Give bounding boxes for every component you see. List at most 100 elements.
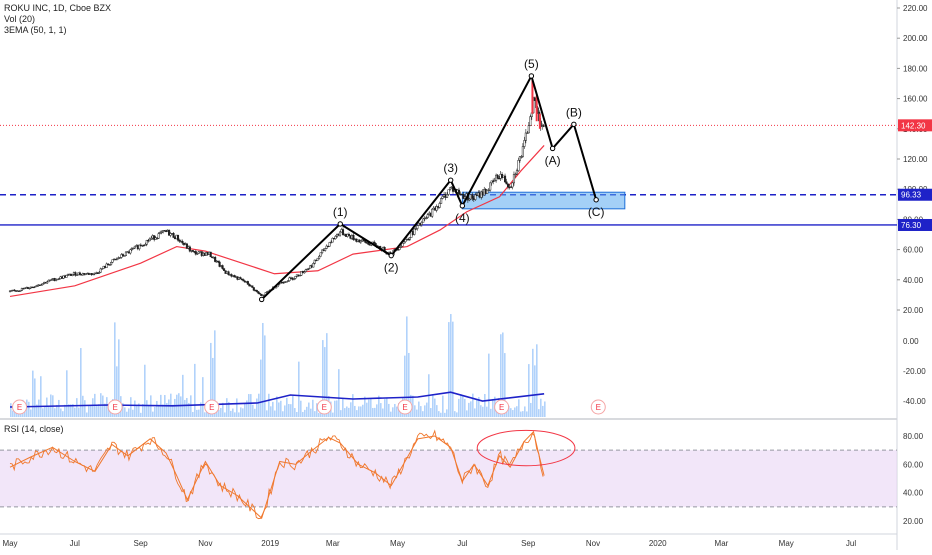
volume-bar xyxy=(220,407,222,417)
time-axis-label: 2020 xyxy=(649,539,667,548)
earnings-marker[interactable] xyxy=(12,399,28,415)
candle-body xyxy=(172,233,175,238)
volume-bar xyxy=(336,400,338,417)
earnings-marker[interactable] xyxy=(316,399,332,415)
candle-body xyxy=(398,247,401,250)
volume-bar xyxy=(294,408,296,417)
volume-bar xyxy=(528,364,530,417)
volume-bar xyxy=(512,410,514,417)
volume-bar xyxy=(500,334,502,417)
candle-body-red xyxy=(531,80,534,114)
candle-body xyxy=(217,260,220,263)
candle-body xyxy=(505,181,508,185)
candle-body xyxy=(413,228,416,235)
volume-bar xyxy=(300,400,302,417)
candle-body xyxy=(65,275,68,278)
candle-body xyxy=(399,245,403,248)
volume-bar xyxy=(110,409,112,417)
candle-body xyxy=(28,287,31,290)
volume-bar xyxy=(276,396,278,417)
volume-bar xyxy=(478,397,480,417)
earnings-marker[interactable] xyxy=(590,399,606,415)
volume-bar xyxy=(192,411,194,417)
earnings-marker[interactable] xyxy=(494,399,510,415)
volume-bar xyxy=(256,398,258,417)
candle-body xyxy=(441,196,444,199)
volume-bar xyxy=(468,402,470,417)
rsi-band xyxy=(0,450,897,507)
volume-bar xyxy=(386,398,388,417)
volume-bar xyxy=(440,412,442,417)
candle-body xyxy=(474,194,477,200)
volume-bar xyxy=(202,377,204,417)
volume-bar xyxy=(286,397,288,417)
wave-point xyxy=(388,252,394,259)
volume-bar xyxy=(274,410,276,417)
rsi-highlight-ellipse xyxy=(476,429,576,467)
candle-body xyxy=(422,218,425,223)
time-axis-label: Mar xyxy=(715,539,729,548)
volume-bar xyxy=(186,397,188,417)
wave-label: (C) xyxy=(588,205,605,219)
volume-bar xyxy=(474,408,476,417)
candle-body xyxy=(233,275,236,278)
volume-bar xyxy=(348,407,350,417)
price-level-badge xyxy=(898,218,932,231)
volume-bar xyxy=(436,405,438,417)
volume-bar xyxy=(122,403,124,417)
candle-body xyxy=(181,240,184,244)
volume-bar xyxy=(40,376,42,417)
volume-bar xyxy=(536,344,538,417)
candle-body xyxy=(108,264,111,266)
price-axis-tick-label: 120.00 xyxy=(903,155,928,164)
volume-bar xyxy=(214,330,216,417)
volume-bar xyxy=(394,403,396,417)
candle-body xyxy=(46,281,49,284)
candle-body xyxy=(324,248,327,251)
candle-body xyxy=(294,276,297,279)
volume-bar xyxy=(334,400,336,417)
candle-body xyxy=(239,277,242,280)
volume-bar xyxy=(304,409,306,417)
volume-bar xyxy=(198,409,200,417)
volume-bar xyxy=(64,404,66,417)
candle-body xyxy=(448,187,452,190)
volume-bar xyxy=(92,398,94,417)
candle-body xyxy=(303,271,306,274)
time-axis-label: Nov xyxy=(586,539,600,548)
volume-bar xyxy=(434,398,436,417)
time-axis-label: May xyxy=(779,539,794,548)
candle-body xyxy=(40,284,43,286)
volume-bar xyxy=(182,374,184,417)
candle-body xyxy=(169,233,172,236)
candle-body xyxy=(307,267,310,270)
candle-body xyxy=(416,225,419,229)
volume-bar xyxy=(84,400,86,417)
candle-body xyxy=(129,249,132,254)
volume-bar xyxy=(134,400,136,417)
volume-bar xyxy=(28,401,30,417)
volume-bar xyxy=(180,396,182,417)
volume-bar xyxy=(426,402,428,417)
price-axis-tick-label: 160.00 xyxy=(903,95,928,104)
earnings-marker[interactable] xyxy=(204,399,220,415)
volume-bar xyxy=(296,411,298,417)
volume-bar xyxy=(504,353,506,417)
volume-bar xyxy=(148,405,150,417)
volume-bar xyxy=(126,411,128,417)
volume-axis-tick-label: 0.00 xyxy=(903,337,919,346)
earnings-marker[interactable] xyxy=(397,399,413,415)
volume-bar xyxy=(86,412,88,417)
volume-bar xyxy=(472,393,474,417)
volume-bar xyxy=(480,405,482,417)
volume-bar xyxy=(136,404,138,417)
volume-bar xyxy=(46,397,48,417)
volume-bar xyxy=(54,408,56,417)
volume-bar xyxy=(66,370,68,417)
candle-body xyxy=(286,280,290,282)
volume-bar xyxy=(70,404,72,417)
time-axis-label: Sep xyxy=(521,539,536,548)
earnings-marker[interactable] xyxy=(107,399,123,415)
